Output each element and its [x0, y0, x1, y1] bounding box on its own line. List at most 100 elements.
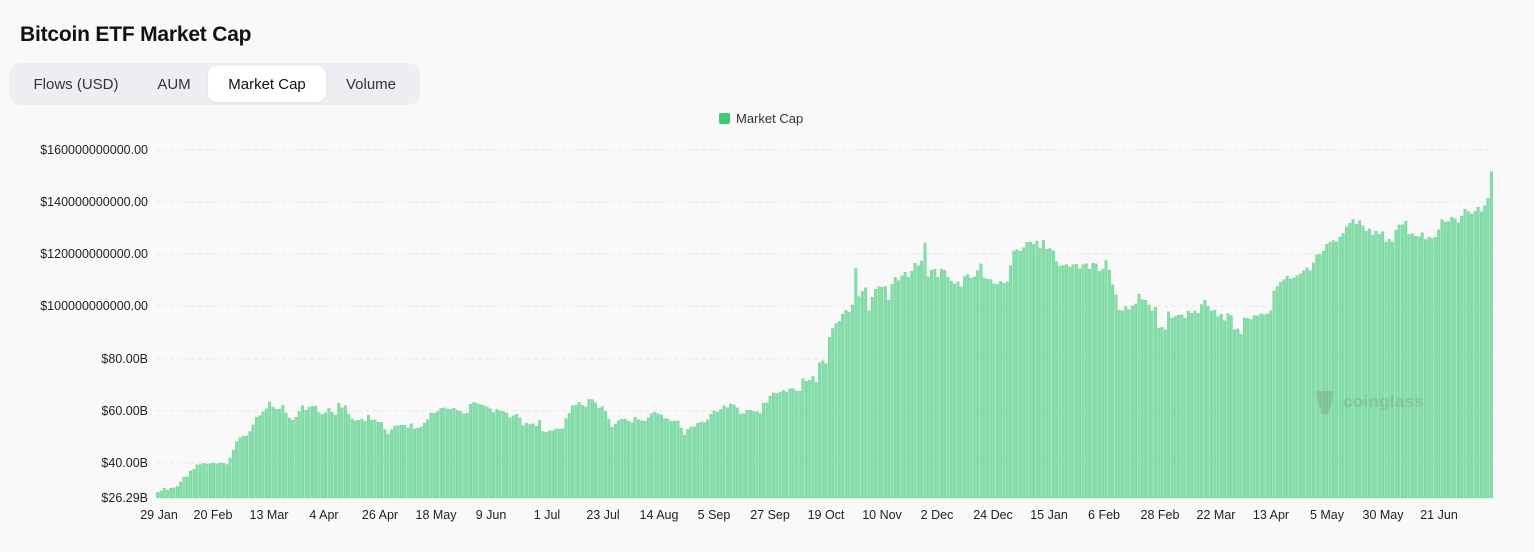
- bar-80[interactable]: [419, 426, 423, 499]
- bar-37[interactable]: [278, 409, 281, 499]
- bar-117[interactable]: [541, 431, 545, 499]
- bar-374[interactable]: [1387, 239, 1391, 499]
- bar-237[interactable]: [936, 276, 940, 499]
- bar-323[interactable]: [1219, 314, 1223, 499]
- bar-131[interactable]: [587, 399, 591, 499]
- bar-339[interactable]: [1272, 290, 1276, 499]
- bar-29[interactable]: [251, 424, 255, 499]
- bar-242[interactable]: [953, 283, 957, 499]
- bar-139[interactable]: [613, 423, 617, 499]
- bar-164[interactable]: [696, 423, 700, 499]
- bar-203[interactable]: [824, 363, 828, 499]
- bar-348[interactable]: [1302, 270, 1306, 499]
- bar-265[interactable]: [1028, 241, 1032, 499]
- bar-191[interactable]: [785, 391, 789, 499]
- bar-108[interactable]: [511, 415, 515, 499]
- bar-66[interactable]: [373, 419, 377, 499]
- bar-219[interactable]: [877, 286, 881, 499]
- bar-160[interactable]: [683, 435, 686, 499]
- bar-193[interactable]: [791, 388, 795, 499]
- bar-195[interactable]: [798, 391, 802, 499]
- bar-124[interactable]: [564, 418, 568, 499]
- bar-40[interactable]: [287, 417, 291, 499]
- bar-252[interactable]: [986, 279, 989, 499]
- bar-17[interactable]: [212, 462, 216, 499]
- bar-285[interactable]: [1094, 263, 1098, 499]
- bar-220[interactable]: [880, 287, 884, 499]
- bar-357[interactable]: [1331, 240, 1335, 499]
- bar-118[interactable]: [544, 432, 548, 499]
- bar-204[interactable]: [828, 337, 831, 499]
- bar-247[interactable]: [969, 278, 973, 499]
- bar-400[interactable]: [1473, 211, 1477, 499]
- bar-23[interactable]: [231, 450, 235, 499]
- bar-33[interactable]: [264, 408, 268, 499]
- bar-157[interactable]: [673, 420, 677, 499]
- bar-196[interactable]: [801, 378, 805, 499]
- bar-362[interactable]: [1348, 223, 1352, 499]
- bar-198[interactable]: [808, 380, 812, 499]
- bar-284[interactable]: [1091, 262, 1095, 499]
- bar-10[interactable]: [189, 470, 193, 499]
- bar-116[interactable]: [538, 420, 542, 499]
- bar-105[interactable]: [501, 411, 505, 499]
- bar-349[interactable]: [1305, 267, 1309, 499]
- bar-73[interactable]: [396, 425, 400, 499]
- bar-34[interactable]: [268, 401, 272, 499]
- bar-72[interactable]: [393, 425, 397, 499]
- bar-140[interactable]: [617, 420, 621, 499]
- bar-292[interactable]: [1117, 310, 1121, 499]
- bar-113[interactable]: [528, 424, 532, 499]
- bar-138[interactable]: [610, 427, 614, 499]
- bar-132[interactable]: [590, 399, 594, 499]
- bar-115[interactable]: [534, 426, 538, 499]
- bar-401[interactable]: [1476, 207, 1480, 499]
- bar-303[interactable]: [1154, 306, 1157, 499]
- bar-379[interactable]: [1404, 221, 1408, 499]
- bar-11[interactable]: [192, 469, 196, 499]
- bar-74[interactable]: [399, 425, 403, 499]
- bar-256[interactable]: [999, 281, 1003, 499]
- bar-317[interactable]: [1200, 304, 1204, 499]
- bar-103[interactable]: [495, 409, 499, 499]
- bar-402[interactable]: [1480, 211, 1483, 499]
- bar-120[interactable]: [551, 430, 555, 499]
- bar-172[interactable]: [722, 405, 726, 499]
- bar-342[interactable]: [1282, 279, 1286, 499]
- bar-372[interactable]: [1381, 231, 1385, 499]
- bar-223[interactable]: [890, 284, 894, 499]
- bar-0[interactable]: [156, 492, 160, 499]
- bar-36[interactable]: [274, 409, 278, 499]
- bar-255[interactable]: [995, 284, 999, 499]
- bar-263[interactable]: [1022, 247, 1026, 499]
- bar-347[interactable]: [1298, 273, 1302, 499]
- bar-190[interactable]: [781, 390, 785, 499]
- bar-403[interactable]: [1483, 205, 1487, 499]
- bar-264[interactable]: [1025, 242, 1029, 499]
- bar-3[interactable]: [166, 489, 169, 499]
- bar-259[interactable]: [1009, 265, 1013, 499]
- bar-322[interactable]: [1216, 316, 1220, 499]
- bar-281[interactable]: [1081, 264, 1085, 499]
- bar-104[interactable]: [498, 410, 502, 499]
- bar-314[interactable]: [1190, 312, 1194, 499]
- bar-307[interactable]: [1167, 311, 1171, 499]
- bar-48[interactable]: [314, 405, 318, 499]
- tab-market-cap[interactable]: Market Cap: [208, 66, 326, 102]
- bar-168[interactable]: [709, 414, 713, 499]
- bar-59[interactable]: [350, 418, 354, 499]
- bar-346[interactable]: [1295, 275, 1299, 499]
- bar-62[interactable]: [360, 418, 364, 499]
- bar-275[interactable]: [1061, 265, 1065, 499]
- bar-331[interactable]: [1246, 318, 1250, 499]
- bar-283[interactable]: [1088, 268, 1092, 499]
- bar-359[interactable]: [1338, 236, 1342, 499]
- bar-395[interactable]: [1456, 222, 1460, 499]
- bar-141[interactable]: [620, 418, 624, 499]
- bar-381[interactable]: [1410, 233, 1414, 499]
- bar-207[interactable]: [837, 321, 841, 499]
- bar-46[interactable]: [307, 406, 311, 499]
- bar-28[interactable]: [248, 431, 252, 499]
- bar-327[interactable]: [1233, 329, 1236, 499]
- bar-391[interactable]: [1443, 221, 1447, 499]
